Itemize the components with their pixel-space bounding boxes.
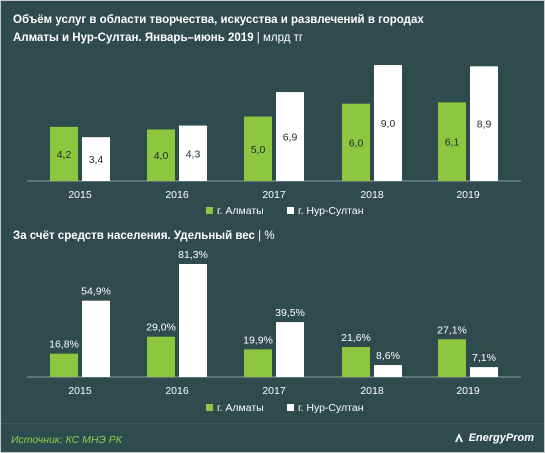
section2-title-text: За счёт средств населения. Удельный вес xyxy=(13,230,255,242)
bar-nursultan xyxy=(470,367,498,377)
data-label: 4,2 xyxy=(57,149,72,161)
data-label: 29,0% xyxy=(146,322,176,334)
bar-almaty xyxy=(147,336,175,377)
x-tick-label: 2018 xyxy=(360,385,384,397)
legend-swatch-almaty xyxy=(206,404,213,411)
x-tick-label: 2017 xyxy=(262,189,286,201)
data-label: 19,9% xyxy=(243,334,273,346)
section2-title: За счёт средств населения. Удельный вес … xyxy=(13,227,275,245)
data-label: 27,1% xyxy=(437,324,467,336)
bar-almaty xyxy=(50,353,78,377)
bar-nursultan xyxy=(374,65,402,181)
data-label: 9,0 xyxy=(381,118,396,130)
x-tick-label: 2015 xyxy=(68,385,92,397)
data-label: 5,0 xyxy=(251,144,266,156)
data-label: 8,6% xyxy=(376,350,400,362)
source-text: Источник: КС МНЭ РК xyxy=(11,434,122,446)
bar-nursultan xyxy=(276,92,304,181)
x-tick-label: 2017 xyxy=(262,385,286,397)
chart-title-line2: Алматы и Нур-Султан. Январь–июнь 2019 xyxy=(13,32,254,44)
data-label: 39,5% xyxy=(275,307,305,319)
bar-nursultan xyxy=(82,137,110,181)
legend-label-almaty: г. Алматы xyxy=(217,205,264,217)
bar-nursultan xyxy=(179,264,207,377)
legend-swatch-nursultan xyxy=(287,404,294,411)
data-label: 81,3% xyxy=(178,249,208,261)
brand: EnergyProm xyxy=(453,432,534,444)
energyprom-logo-icon xyxy=(454,433,463,442)
bar-almaty xyxy=(244,116,272,181)
legend-swatch-nursultan xyxy=(287,207,294,214)
bar-almaty xyxy=(438,339,466,377)
bar-charts: 4,2 3,4 2015 4,0 4,3 2016 5,0 6,9 2017 6,0 9,0 2018… xyxy=(27,65,521,414)
bar-almaty xyxy=(342,346,370,377)
bar-almaty xyxy=(50,126,78,181)
data-label: 3,4 xyxy=(89,154,104,166)
section2-title-unit: | % xyxy=(254,230,275,242)
legend-swatch-almaty xyxy=(206,207,213,214)
x-tick-label: 2015 xyxy=(68,189,92,201)
footer: Источник: КС МНЭ РК EnergyProm xyxy=(1,423,544,452)
chart-title: Объём услуг в области творчества, искусс… xyxy=(13,11,533,47)
x-tick-label: 2019 xyxy=(456,385,480,397)
bar-nursultan xyxy=(82,300,110,377)
x-tick-label: 2016 xyxy=(165,189,189,201)
legend-label-nursultan: г. Нур-Султан xyxy=(298,205,364,217)
bar-almaty xyxy=(342,103,370,181)
data-label: 4,0 xyxy=(154,150,169,162)
data-label: 21,6% xyxy=(341,332,371,344)
bar-nursultan xyxy=(470,66,498,181)
bar-nursultan xyxy=(179,125,207,181)
x-tick-label: 2018 xyxy=(360,189,384,201)
bar-almaty xyxy=(438,102,466,181)
legend-label-almaty: г. Алматы xyxy=(217,402,264,414)
bar-nursultan xyxy=(374,365,402,377)
data-label: 54,9% xyxy=(81,286,111,298)
data-label: 16,8% xyxy=(49,339,79,351)
data-label: 6,0 xyxy=(349,137,364,149)
bar-almaty xyxy=(244,349,272,377)
data-label: 6,1 xyxy=(445,137,460,149)
x-tick-label: 2019 xyxy=(456,189,480,201)
data-label: 7,1% xyxy=(472,352,496,364)
chart-title-line1: Объём услуг в области творчества, искусс… xyxy=(13,14,424,26)
data-label: 4,3 xyxy=(186,148,201,160)
x-tick-label: 2016 xyxy=(165,385,189,397)
data-label: 8,9 xyxy=(477,119,492,131)
bar-nursultan xyxy=(276,322,304,377)
data-label: 6,9 xyxy=(283,132,298,144)
legend-label-nursultan: г. Нур-Султан xyxy=(298,402,364,414)
bar-almaty xyxy=(147,129,175,181)
chart-title-unit: | млрд тг xyxy=(253,32,304,44)
brand-name: EnergyProm xyxy=(468,432,534,444)
